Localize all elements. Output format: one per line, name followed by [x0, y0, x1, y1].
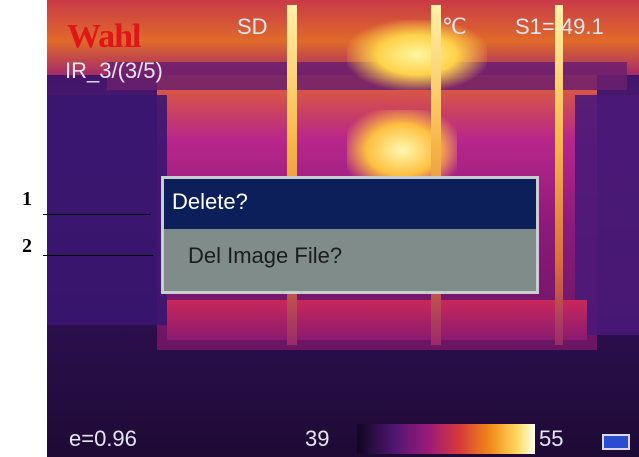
file-index: IR_3/(3/5): [65, 58, 163, 83]
temperature-unit: ℃: [442, 14, 467, 39]
delete-dialog: Delete? Del Image File?: [161, 176, 539, 294]
callout-number-1: 1: [22, 188, 32, 210]
thermal-left-window: [47, 95, 167, 325]
color-scale-bar: [357, 424, 535, 454]
callout-line-2: [43, 255, 153, 256]
thermal-floor: [167, 300, 587, 340]
callout-line-1: [43, 214, 151, 215]
scale-min-label: 39: [305, 426, 330, 451]
thermal-column: [555, 5, 563, 345]
dialog-message[interactable]: Del Image File?: [188, 243, 343, 268]
thermal-hotspot: [347, 20, 487, 90]
battery-icon: [602, 434, 630, 450]
storage-mode-label: SD: [237, 14, 268, 39]
thermal-column: [431, 5, 441, 345]
brand-logo: Wahl: [67, 18, 141, 55]
thermal-column: [287, 5, 297, 345]
spot-reading: S1= 49.1: [515, 14, 604, 39]
emissivity-readout: e=0.96: [69, 426, 137, 451]
scale-max-label: 55: [539, 426, 564, 451]
thermal-right-window: [575, 95, 639, 335]
callout-number-2: 2: [22, 235, 32, 257]
dialog-title[interactable]: Delete?: [164, 179, 536, 229]
